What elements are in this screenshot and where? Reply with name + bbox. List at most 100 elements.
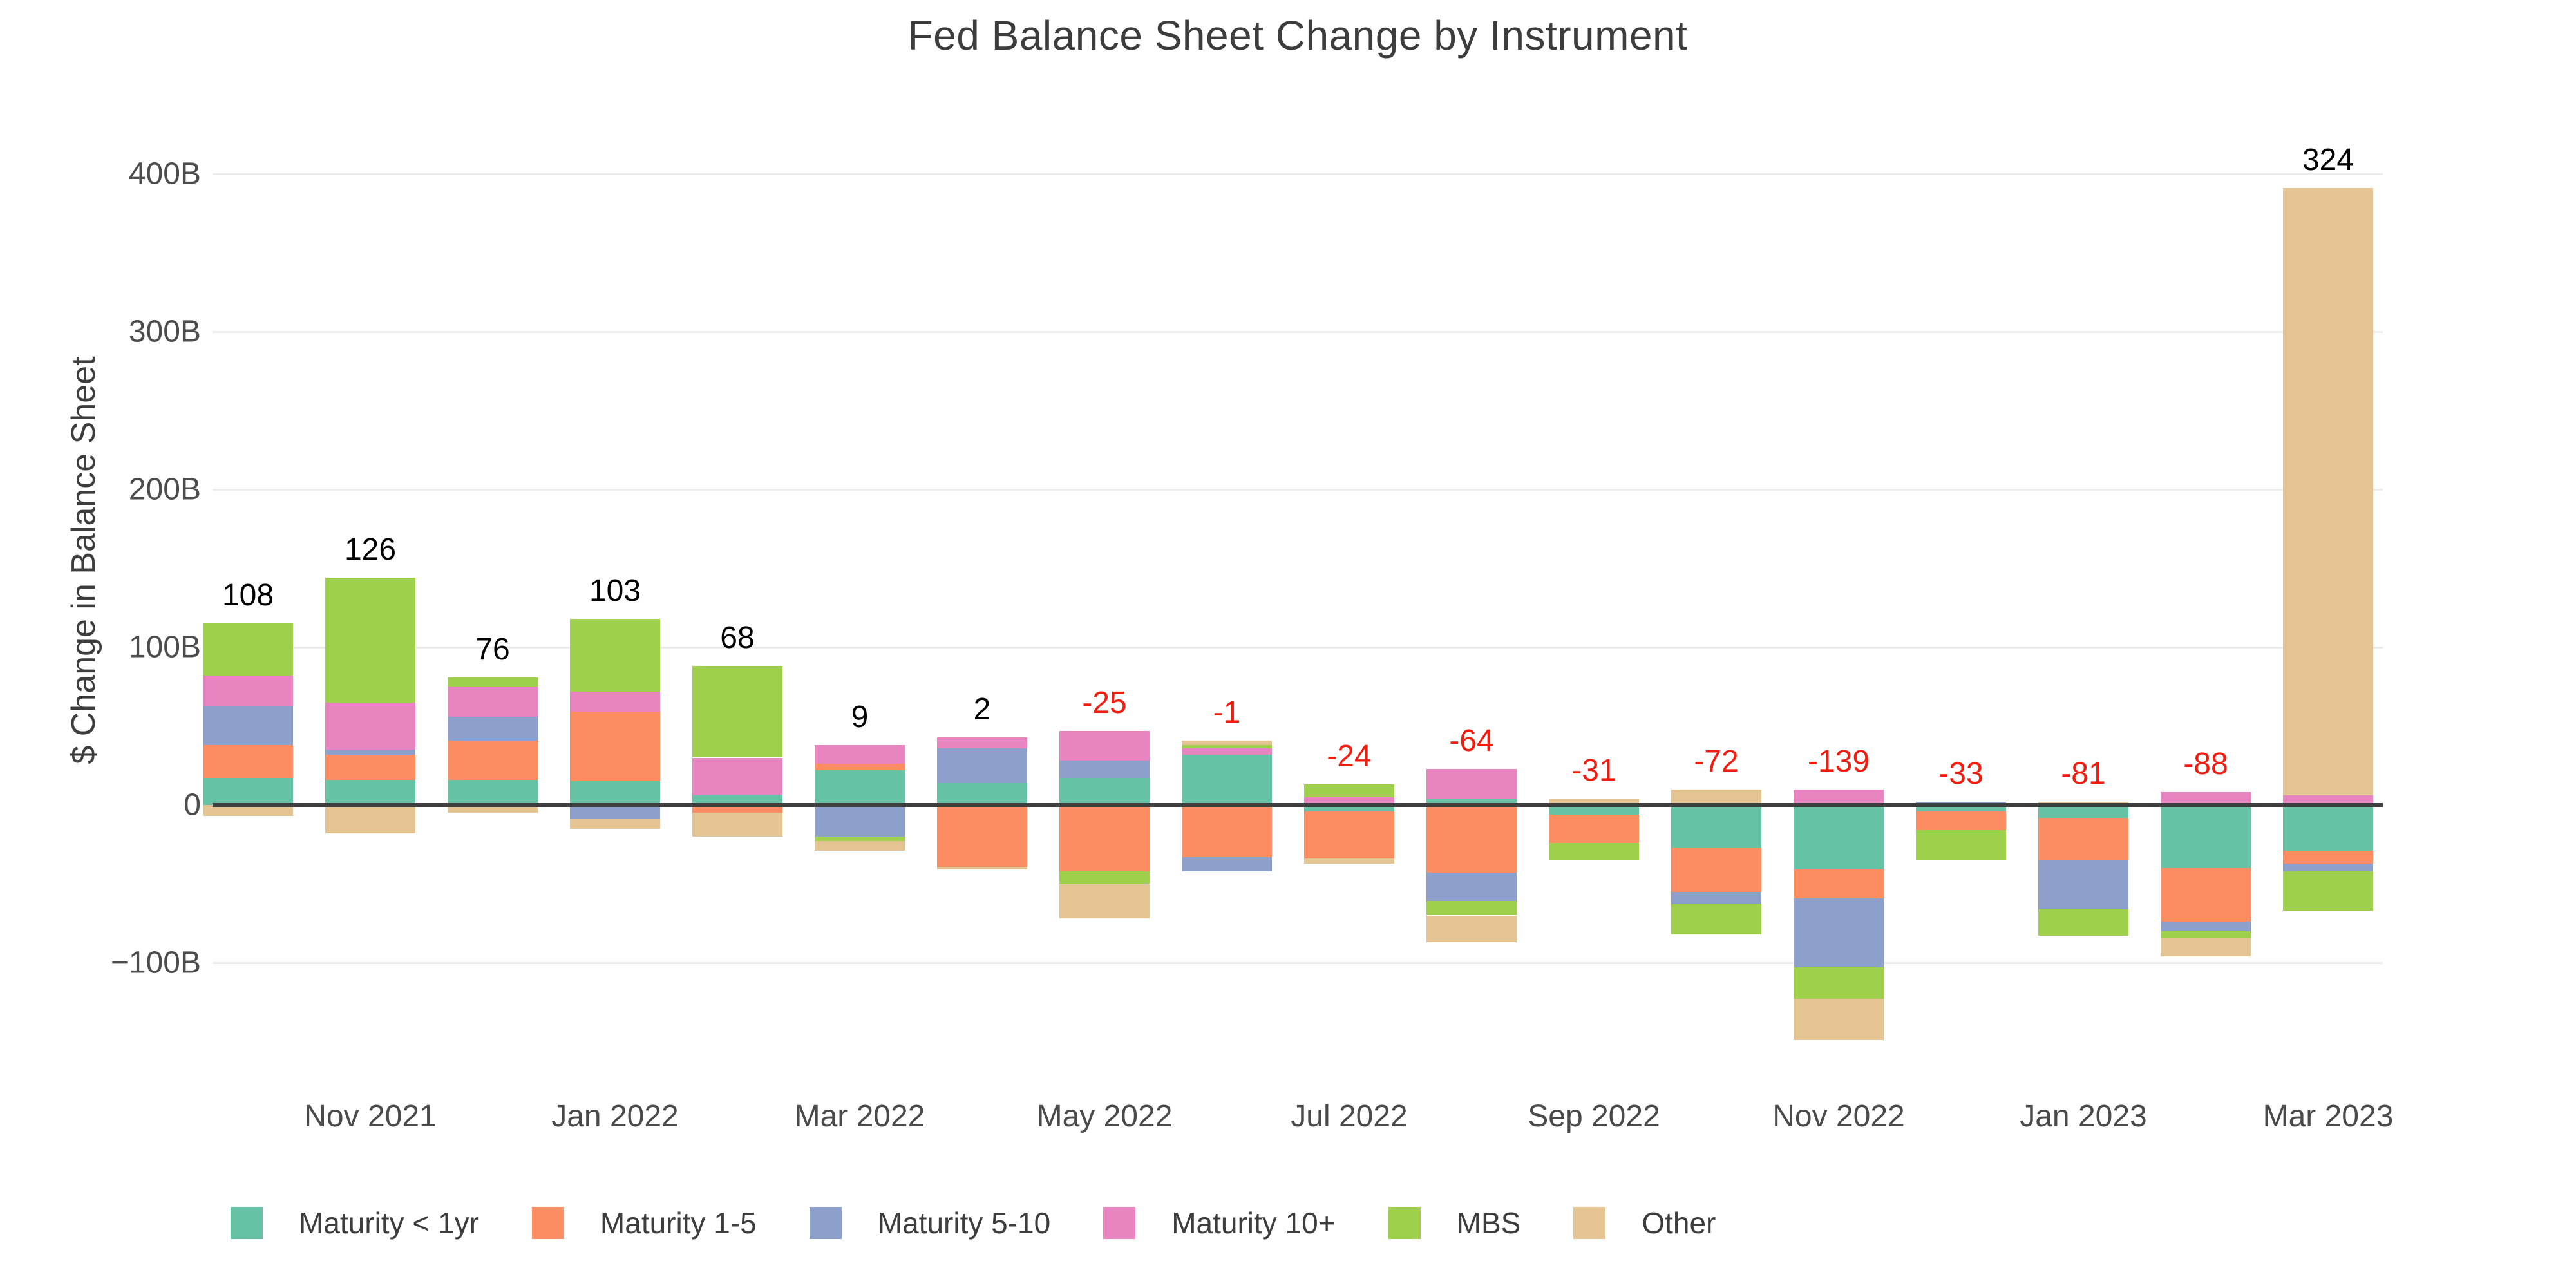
bar-segment bbox=[1059, 730, 1150, 761]
bar-total-label: -72 bbox=[1694, 744, 1739, 779]
bar-segment bbox=[2283, 795, 2373, 805]
bar-segment bbox=[1059, 871, 1150, 884]
bar-segment bbox=[1794, 805, 1884, 870]
bar-segment bbox=[1304, 811, 1394, 859]
legend-swatch bbox=[231, 1207, 263, 1239]
bar-total-label: -139 bbox=[1807, 744, 1870, 779]
bar-segment bbox=[325, 702, 415, 750]
gridline bbox=[213, 173, 2383, 175]
bar-segment bbox=[203, 778, 293, 805]
bar-segment bbox=[1671, 805, 1761, 848]
bar-segment bbox=[570, 618, 660, 692]
bar-segment bbox=[1426, 799, 1517, 805]
bar-segment bbox=[1182, 754, 1272, 805]
bar-segment bbox=[1304, 784, 1394, 797]
gridline bbox=[213, 962, 2383, 964]
bar-segment bbox=[2161, 868, 2251, 922]
bar-segment bbox=[1671, 789, 1761, 805]
bar-segment bbox=[203, 705, 293, 745]
bar-total-label: 68 bbox=[720, 621, 755, 656]
bar-segment bbox=[2161, 937, 2251, 957]
bar-segment bbox=[1426, 768, 1517, 799]
bar-total-label: -33 bbox=[1938, 757, 1984, 791]
x-tick-label: Jul 2022 bbox=[1291, 1099, 1408, 1133]
bar-segment bbox=[1059, 884, 1150, 919]
bar-segment bbox=[1549, 842, 1639, 860]
bar-segment bbox=[570, 819, 660, 829]
bar-segment bbox=[1182, 805, 1272, 857]
bar-segment bbox=[1304, 858, 1394, 864]
bar-segment bbox=[692, 805, 782, 813]
chart-title: Fed Balance Sheet Change by Instrument bbox=[907, 12, 1688, 59]
bar-segment bbox=[1059, 761, 1150, 779]
bar-segment bbox=[203, 676, 293, 706]
x-tick-label: Sep 2022 bbox=[1528, 1099, 1660, 1133]
gridline bbox=[213, 647, 2383, 649]
bar-total-label: -25 bbox=[1082, 685, 1127, 720]
bar-segment bbox=[1916, 811, 2006, 831]
bar-total-label: 103 bbox=[589, 573, 641, 608]
legend-swatch bbox=[1573, 1207, 1606, 1239]
bar-segment bbox=[815, 837, 905, 842]
bar-segment bbox=[1794, 967, 1884, 999]
zero-line bbox=[213, 803, 2383, 807]
y-tick-label: 400B bbox=[128, 156, 201, 191]
bar-segment bbox=[448, 687, 538, 717]
bar-segment bbox=[1304, 797, 1394, 805]
bar-segment bbox=[2283, 851, 2373, 864]
legend-label: Maturity < 1yr bbox=[299, 1206, 479, 1240]
bar-segment bbox=[2283, 863, 2373, 871]
y-tick-label: 100B bbox=[128, 630, 201, 665]
bar-segment bbox=[2161, 922, 2251, 931]
legend-swatch bbox=[1388, 1207, 1421, 1239]
bar-segment bbox=[325, 578, 415, 703]
bar-segment bbox=[570, 781, 660, 805]
bar-total-label: 324 bbox=[2302, 143, 2354, 178]
bar-segment bbox=[2161, 931, 2251, 938]
legend-item: MBS bbox=[1388, 1206, 1521, 1240]
y-tick-label: 200B bbox=[128, 472, 201, 507]
bar-segment bbox=[2038, 805, 2128, 818]
bar-segment bbox=[1916, 830, 2006, 860]
legend-item: Other bbox=[1573, 1206, 1716, 1240]
bar-segment bbox=[1794, 999, 1884, 1041]
x-tick-label: Mar 2023 bbox=[2262, 1099, 2394, 1133]
bar-total-label: -24 bbox=[1327, 739, 1372, 774]
legend-item: Maturity 5-10 bbox=[809, 1206, 1050, 1240]
bar-segment bbox=[937, 866, 1027, 870]
bar-segment bbox=[203, 805, 293, 817]
bar-total-label: 9 bbox=[851, 699, 869, 734]
y-tick-label: 300B bbox=[128, 314, 201, 349]
legend-label: MBS bbox=[1456, 1206, 1521, 1240]
bar-segment bbox=[1426, 901, 1517, 916]
bar-segment bbox=[1182, 744, 1272, 748]
bar-segment bbox=[815, 805, 905, 837]
bar-segment bbox=[1059, 778, 1150, 805]
y-axis-title: $ Change in Balance Sheet bbox=[65, 356, 102, 764]
bar-segment bbox=[570, 691, 660, 712]
bar-segment bbox=[325, 779, 415, 805]
legend-label: Maturity 10+ bbox=[1171, 1206, 1336, 1240]
bar-segment bbox=[937, 748, 1027, 783]
y-tick-label: 0 bbox=[184, 788, 201, 822]
bar-total-label: 76 bbox=[475, 632, 510, 667]
bar-segment bbox=[1671, 891, 1761, 905]
legend-item: Maturity < 1yr bbox=[231, 1206, 479, 1240]
legend-swatch bbox=[1103, 1207, 1136, 1239]
bar-segment bbox=[815, 770, 905, 805]
bar-segment bbox=[2038, 860, 2128, 909]
bar-segment bbox=[1671, 904, 1761, 934]
bar-total-label: -1 bbox=[1213, 695, 1241, 730]
legend-item: Maturity 10+ bbox=[1103, 1206, 1336, 1240]
bar-segment bbox=[692, 666, 782, 758]
x-tick-label: Nov 2022 bbox=[1772, 1099, 1905, 1133]
bar-segment bbox=[325, 805, 415, 834]
x-tick-label: Mar 2022 bbox=[794, 1099, 925, 1133]
bar-segment bbox=[1916, 805, 2006, 811]
bar-segment bbox=[448, 805, 538, 813]
bar-segment bbox=[1304, 805, 1394, 811]
bar-segment bbox=[937, 782, 1027, 805]
bar-segment bbox=[1549, 805, 1639, 815]
bar-segment bbox=[1426, 915, 1517, 943]
